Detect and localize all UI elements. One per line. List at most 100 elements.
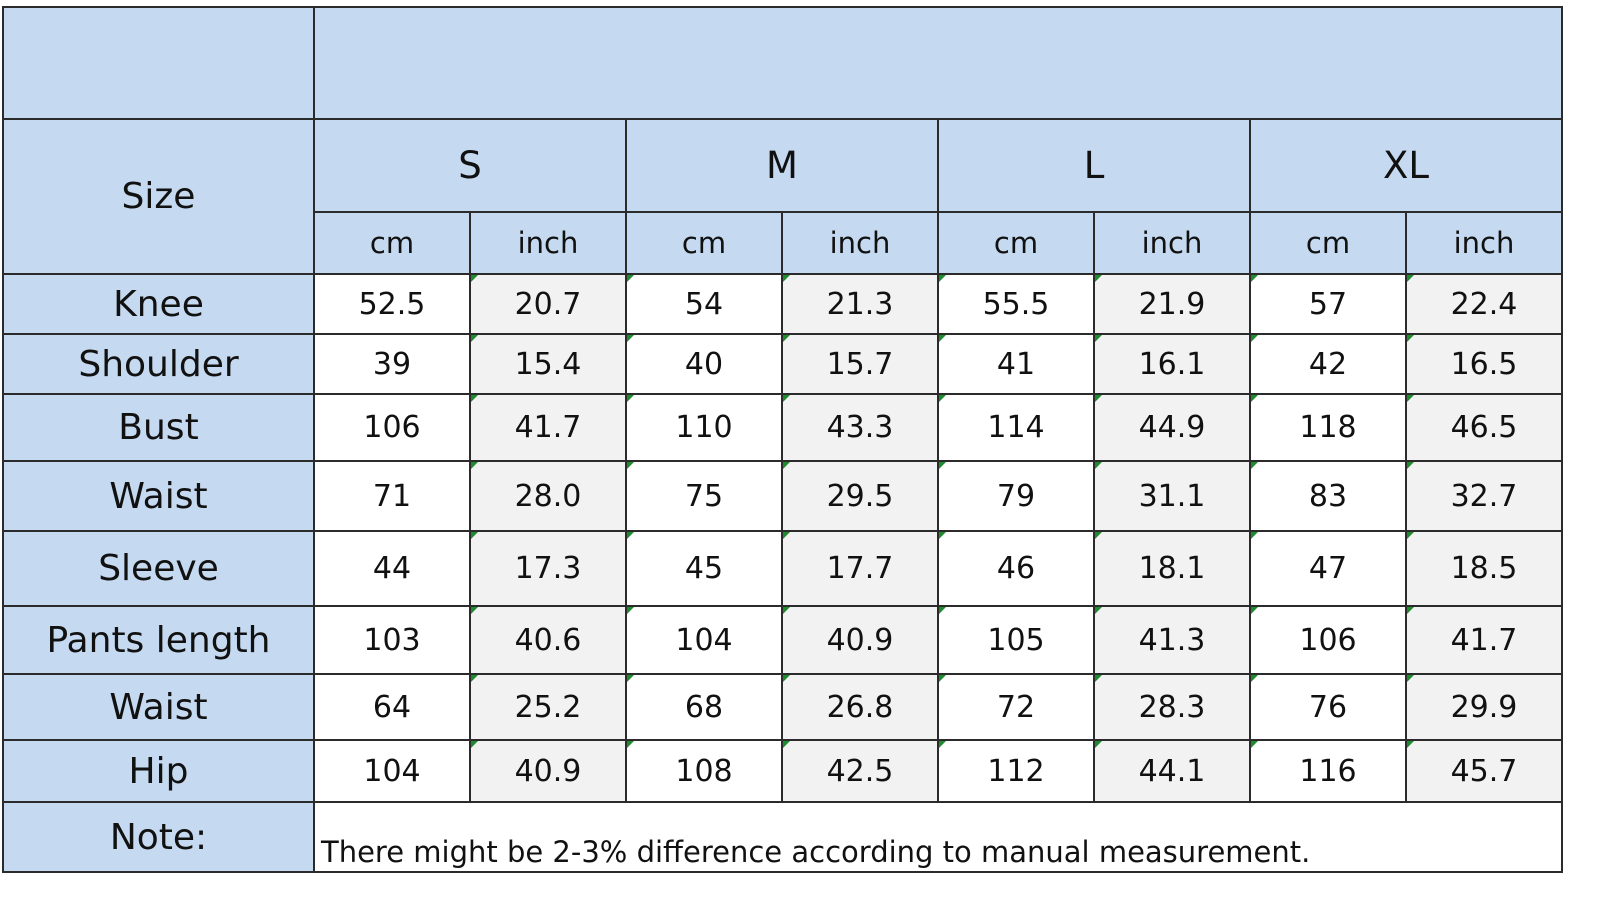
measurement-label: Hip [2, 739, 315, 803]
value-cell-cm: 71 [313, 460, 471, 532]
value-cell-cm: 104 [313, 739, 471, 803]
measurement-row: Waist 64 25.2 68 26.8 72 28.3 76 29.9 [2, 673, 1563, 741]
unit-header-cm: cm [1249, 211, 1407, 275]
value-cell-cm: 40 [625, 333, 783, 395]
unit-header-row: cm inch cm inch cm inch cm inch [3, 211, 1563, 275]
value-cell-inch: 22.4 [1405, 273, 1563, 335]
measurement-row: Bust 106 41.7 110 43.3 114 44.9 118 46.5 [2, 393, 1563, 462]
measurement-row: Sleeve 44 17.3 45 17.7 46 18.1 47 18.5 [2, 530, 1563, 607]
size-header-label: Size [2, 118, 315, 275]
value-cell-inch: 31.1 [1093, 460, 1251, 532]
size-header-xl: XL [1249, 118, 1563, 213]
value-cell-cm: 52.5 [313, 273, 471, 335]
measurement-label: Sleeve [2, 530, 315, 607]
value-cell-inch: 16.1 [1093, 333, 1251, 395]
measurement-row: Waist 71 28.0 75 29.5 79 31.1 83 32.7 [2, 460, 1563, 532]
value-cell-cm: 42 [1249, 333, 1407, 395]
value-cell-inch: 28.3 [1093, 673, 1251, 741]
value-cell-inch: 15.4 [469, 333, 627, 395]
value-cell-cm: 68 [625, 673, 783, 741]
value-cell-cm: 39 [313, 333, 471, 395]
value-cell-cm: 110 [625, 393, 783, 462]
unit-header-inch: inch [469, 211, 627, 275]
value-cell-cm: 83 [1249, 460, 1407, 532]
value-cell-inch: 43.3 [781, 393, 939, 462]
value-cell-inch: 21.3 [781, 273, 939, 335]
value-cell-cm: 106 [1249, 605, 1407, 675]
value-cell-inch: 15.7 [781, 333, 939, 395]
measurement-label: Bust [2, 393, 315, 462]
measurement-label: Pants length [2, 605, 315, 675]
value-cell-inch: 18.1 [1093, 530, 1251, 607]
value-cell-inch: 41.7 [1405, 605, 1563, 675]
value-cell-cm: 41 [937, 333, 1095, 395]
value-cell-cm: 76 [1249, 673, 1407, 741]
value-cell-inch: 29.9 [1405, 673, 1563, 741]
value-cell-cm: 114 [937, 393, 1095, 462]
value-cell-cm: 57 [1249, 273, 1407, 335]
value-cell-inch: 40.6 [469, 605, 627, 675]
value-cell-cm: 54 [625, 273, 783, 335]
measurement-label: Waist [2, 673, 315, 741]
value-cell-inch: 40.9 [781, 605, 939, 675]
measurement-row: Pants length 103 40.6 104 40.9 105 41.3 106 41.7 [2, 605, 1563, 675]
value-cell-cm: 44 [313, 530, 471, 607]
value-cell-inch: 42.5 [781, 739, 939, 803]
value-cell-inch: 41.7 [469, 393, 627, 462]
value-cell-cm: 116 [1249, 739, 1407, 803]
value-cell-cm: 106 [313, 393, 471, 462]
value-cell-cm: 64 [313, 673, 471, 741]
value-cell-inch: 25.2 [469, 673, 627, 741]
size-header-m: M [625, 118, 939, 213]
size-header-s: S [313, 118, 627, 213]
value-cell-inch: 44.9 [1093, 393, 1251, 462]
value-cell-inch: 28.0 [469, 460, 627, 532]
value-cell-cm: 103 [313, 605, 471, 675]
value-cell-cm: 108 [625, 739, 783, 803]
value-cell-inch: 18.5 [1405, 530, 1563, 607]
size-header-l: L [937, 118, 1251, 213]
measurement-label: Waist [2, 460, 315, 532]
value-cell-cm: 72 [937, 673, 1095, 741]
value-cell-cm: 105 [937, 605, 1095, 675]
measurement-label: Shoulder [2, 333, 315, 395]
value-cell-inch: 46.5 [1405, 393, 1563, 462]
size-chart-table: Size S M L XL cm inch cm inch cm inch cm… [2, 6, 1563, 873]
title-band-corner [2, 6, 315, 120]
title-band [313, 6, 1563, 120]
note-text: There might be 2-3% difference according… [313, 801, 1563, 873]
value-cell-inch: 41.3 [1093, 605, 1251, 675]
value-cell-inch: 16.5 [1405, 333, 1563, 395]
value-cell-cm: 118 [1249, 393, 1407, 462]
measurement-row: Hip 104 40.9 108 42.5 112 44.1 116 45.7 [2, 739, 1563, 803]
size-header-row: Size S M L XL [2, 118, 1563, 275]
value-cell-cm: 47 [1249, 530, 1407, 607]
value-cell-inch: 44.1 [1093, 739, 1251, 803]
unit-header-cm: cm [625, 211, 783, 275]
unit-header-inch: inch [781, 211, 939, 275]
value-cell-cm: 45 [625, 530, 783, 607]
value-cell-inch: 17.3 [469, 530, 627, 607]
value-cell-inch: 20.7 [469, 273, 627, 335]
note-row: Note: There might be 2-3% difference acc… [2, 801, 1563, 873]
title-band-row [2, 6, 1563, 120]
value-cell-cm: 79 [937, 460, 1095, 532]
measurement-label: Knee [2, 273, 315, 335]
note-label: Note: [2, 801, 315, 873]
unit-header-cm: cm [313, 211, 471, 275]
size-chart-body: Size S M L XL cm inch cm inch cm inch cm… [2, 6, 1563, 873]
value-cell-inch: 40.9 [469, 739, 627, 803]
value-cell-cm: 46 [937, 530, 1095, 607]
value-cell-cm: 75 [625, 460, 783, 532]
unit-header-cm: cm [937, 211, 1095, 275]
value-cell-inch: 45.7 [1405, 739, 1563, 803]
measurement-row: Shoulder 39 15.4 40 15.7 41 16.1 42 16.5 [2, 333, 1563, 395]
value-cell-cm: 104 [625, 605, 783, 675]
unit-header-inch: inch [1405, 211, 1563, 275]
value-cell-inch: 32.7 [1405, 460, 1563, 532]
value-cell-inch: 17.7 [781, 530, 939, 607]
unit-header-inch: inch [1093, 211, 1251, 275]
value-cell-cm: 55.5 [937, 273, 1095, 335]
value-cell-inch: 29.5 [781, 460, 939, 532]
